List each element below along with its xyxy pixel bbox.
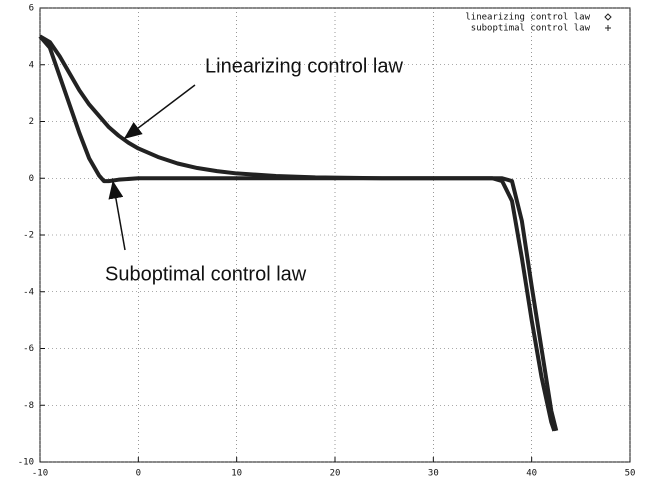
- y-tick-label: 2: [29, 117, 34, 127]
- y-tick-label: -4: [23, 287, 34, 297]
- annotation: Linearizing control law: [205, 55, 403, 77]
- annotation: Suboptimal control law: [105, 263, 307, 285]
- x-tick-label: 0: [136, 469, 141, 479]
- x-tick-label: 40: [526, 469, 537, 479]
- y-tick-label: 0: [29, 174, 34, 184]
- y-tick-label: -6: [23, 344, 34, 354]
- legend-label: linearizing control law: [465, 13, 590, 23]
- x-tick-label: 50: [625, 469, 636, 479]
- legend-marker: [605, 25, 611, 31]
- legend-label: suboptimal control law: [471, 24, 591, 34]
- x-tick-label: 30: [428, 469, 439, 479]
- y-tick-label: 6: [29, 4, 34, 14]
- y-tick-label: -8: [23, 401, 34, 411]
- series-line: [38, 35, 557, 432]
- series-line: [39, 34, 559, 432]
- x-tick-label: -10: [32, 469, 48, 479]
- annotation-arrow: [123, 84, 196, 139]
- y-tick-label: -10: [18, 458, 34, 468]
- legend-marker: [604, 13, 612, 21]
- x-tick-label: 10: [231, 469, 242, 479]
- y-tick-label: -2: [23, 231, 34, 241]
- x-tick-label: 20: [330, 469, 341, 479]
- annotation-arrow: [108, 180, 126, 251]
- y-tick-label: 4: [29, 60, 34, 70]
